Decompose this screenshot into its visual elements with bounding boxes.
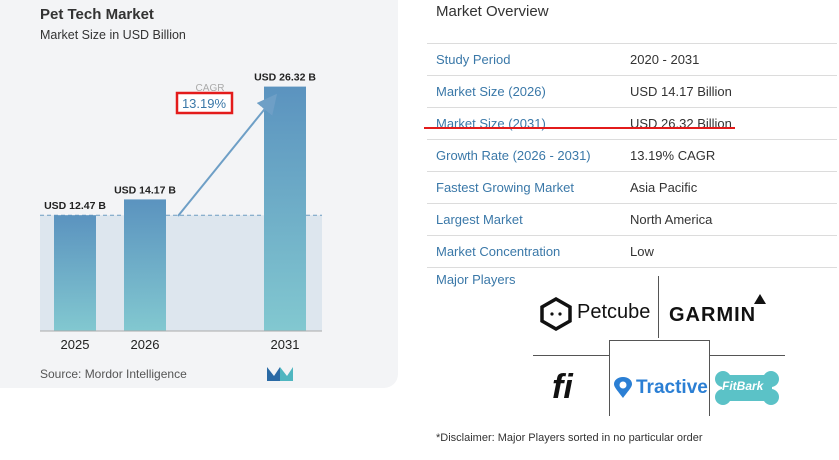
petcube-logo-icon <box>540 297 572 331</box>
x-tick-label: 2025 <box>61 337 90 352</box>
cagr-value: 13.19% <box>182 96 227 111</box>
grid-divider <box>609 340 610 416</box>
table-row: Market Concentration Low <box>427 236 837 268</box>
cagr-highlight-box <box>175 91 234 115</box>
table-row: Fastest Growing Market Asia Pacific <box>427 172 837 204</box>
garmin-triangle-icon <box>754 294 766 304</box>
table-row: Growth Rate (2026 - 2031) 13.19% CAGR <box>427 140 837 172</box>
fitbark-bone-icon <box>715 371 779 405</box>
row-value: 2020 - 2031 <box>630 52 700 67</box>
tractive-pin-icon <box>614 377 632 398</box>
brand-tractive: Tractive <box>636 377 708 398</box>
brand-fitbark: FitBark <box>722 379 764 393</box>
x-tick-label: 2026 <box>131 337 160 352</box>
data-label: USD 12.47 B <box>44 200 106 212</box>
row-label[interactable]: Market Size (2026) <box>436 84 546 99</box>
row-label[interactable]: Fastest Growing Market <box>436 180 574 195</box>
bar <box>54 215 96 331</box>
table-row: Study Period 2020 - 2031 <box>427 43 837 76</box>
overview-title: Market Overview <box>436 3 549 20</box>
highlight-underline <box>424 127 735 129</box>
chart-source: Source: Mordor Intelligence <box>40 367 187 381</box>
table-row: Market Size (2031) USD 26.32 Billion <box>427 108 837 140</box>
bar-chart: USD 12.47 B 2025 USD 14.17 B 2026 USD 26.32 … <box>40 72 322 352</box>
row-label[interactable]: Market Concentration <box>436 244 561 259</box>
data-label: USD 14.17 B <box>114 184 176 196</box>
bar <box>264 86 306 331</box>
table-row: Largest Market North America <box>427 204 837 236</box>
data-label: USD 26.32 B <box>254 72 316 84</box>
grid-divider <box>709 340 710 416</box>
row-value: Asia Pacific <box>630 180 698 195</box>
mordor-logo-icon <box>267 367 293 381</box>
major-players-title[interactable]: Major Players <box>436 272 516 287</box>
grid-divider <box>709 355 785 356</box>
brand-petcube: Petcube <box>577 301 651 323</box>
cagr-label: CAGR <box>196 83 225 94</box>
grid-divider <box>658 276 659 338</box>
row-label[interactable]: Largest Market <box>436 212 523 227</box>
table-row: Market Size (2026) USD 14.17 Billion <box>427 76 837 108</box>
grid-divider <box>533 355 609 356</box>
row-value: Low <box>630 244 654 259</box>
chart-title: Pet Tech Market <box>40 6 154 23</box>
disclaimer: *Disclaimer: Major Players sorted in no … <box>436 432 703 444</box>
row-value: 13.19% CAGR <box>630 148 716 163</box>
row-label[interactable]: Study Period <box>436 52 511 67</box>
x-tick-label: 2031 <box>271 337 300 352</box>
brand-garmin: GARMIN <box>669 304 757 326</box>
cagr-arrow <box>177 93 278 217</box>
row-value: USD 14.17 Billion <box>630 84 732 99</box>
row-value: North America <box>630 212 713 227</box>
brand-fi: fi <box>552 368 573 406</box>
chart-subtitle: Market Size in USD Billion <box>40 28 186 42</box>
overview-table: Study Period 2020 - 2031 Market Size (20… <box>427 43 837 268</box>
grid-divider <box>609 340 709 341</box>
bar <box>124 199 166 331</box>
chart-card: Pet Tech Market Market Size in USD Billi… <box>0 0 398 388</box>
row-label[interactable]: Growth Rate (2026 - 2031) <box>436 148 591 163</box>
